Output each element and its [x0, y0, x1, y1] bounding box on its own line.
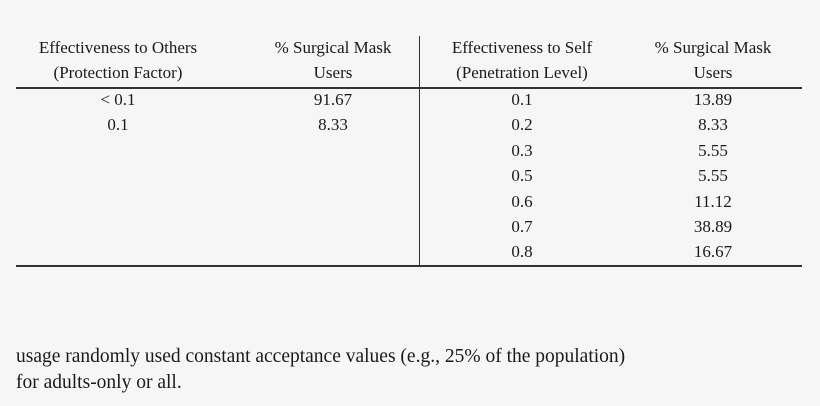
table-cell: 0.1 — [511, 90, 533, 109]
table-cell: 0.5 — [511, 166, 533, 186]
column-header: % Surgical Mask — [274, 38, 392, 57]
table-cell: < 0.1 — [100, 90, 136, 109]
bottom-rule — [16, 265, 802, 267]
column-header: (Protection Factor) — [53, 63, 183, 82]
column-header: Users — [313, 63, 353, 82]
table-cell: 16.67 — [693, 242, 733, 262]
column-divider — [419, 36, 420, 267]
table-cell: 13.89 — [693, 90, 733, 109]
table-cell: 5.55 — [698, 166, 728, 186]
header-rule — [16, 87, 802, 89]
table-cell: 8.33 — [698, 115, 728, 135]
table-cell: 0.1 — [107, 115, 129, 135]
column-header: % Surgical Mask — [654, 38, 772, 57]
table-cell: 0.8 — [511, 242, 533, 262]
table-cell: 0.2 — [511, 115, 533, 135]
table-cell: 11.12 — [694, 191, 732, 211]
column-header: Users — [693, 63, 733, 82]
table-cell: 8.33 — [318, 115, 348, 135]
table-cell: 0.6 — [511, 191, 533, 211]
table-cell: 0.7 — [511, 217, 533, 236]
column-header: Effectiveness to Others — [38, 38, 198, 57]
paragraph-line: usage randomly used constant acceptance … — [16, 346, 626, 367]
paragraph-line: for adults-only or all. — [16, 372, 182, 393]
table-cell: 5.55 — [698, 140, 728, 160]
column-header: (Penetration Level) — [456, 63, 588, 82]
column-header: Effectiveness to Self — [451, 38, 593, 57]
table-cell: 0.3 — [511, 140, 533, 160]
table-cell: 38.89 — [693, 217, 733, 236]
table-cell: 91.67 — [313, 90, 353, 109]
